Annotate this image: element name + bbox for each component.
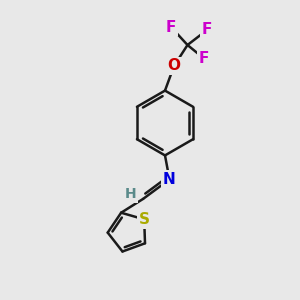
Text: N: N (163, 172, 176, 187)
Text: F: F (202, 22, 212, 38)
Text: O: O (167, 58, 181, 74)
Text: F: F (199, 51, 209, 66)
Text: F: F (166, 20, 176, 34)
Text: S: S (139, 212, 150, 227)
Text: H: H (125, 188, 136, 201)
